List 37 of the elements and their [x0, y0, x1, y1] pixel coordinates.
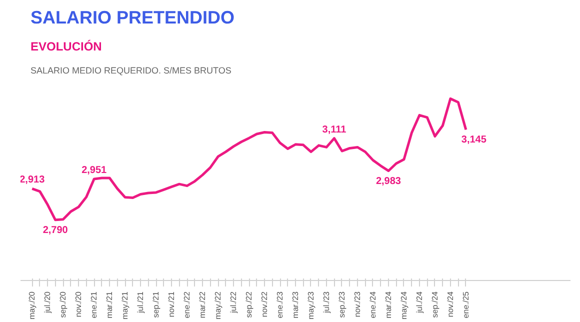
x-tick-label: ene./22: [182, 290, 192, 318]
x-tick-label: nov./23: [352, 290, 362, 318]
x-tick-label: sep./22: [244, 290, 254, 318]
x-tick-label: jul./21: [136, 290, 146, 314]
x-tick-label: jul./24: [414, 290, 424, 314]
x-tick-label: may./22: [214, 290, 223, 320]
x-tick-label: may./20: [28, 290, 37, 320]
x-tick-label: ene./21: [90, 290, 99, 318]
data-label: 2,983: [376, 176, 402, 187]
x-tick-label: nov./21: [167, 290, 176, 318]
x-tick-label: nov./24: [446, 290, 455, 318]
x-tick-label: ene./23: [276, 290, 285, 318]
x-tick-label: sep./23: [337, 290, 346, 318]
x-tick-label: ene./25: [461, 290, 470, 318]
x-tick-label: jul./23: [322, 290, 331, 314]
x-tick-label: jul./22: [229, 290, 238, 314]
x-tick-label: sep./21: [152, 290, 161, 318]
chart-subtitle: EVOLUCIÓN: [30, 40, 102, 54]
x-tick-label: ene./24: [368, 290, 378, 318]
x-tick-label: mar./23: [291, 290, 300, 318]
x-tick-label: may./21: [120, 290, 130, 320]
x-tick-label: nov./20: [74, 290, 84, 318]
data-label: 3,111: [322, 124, 347, 136]
x-tick-label: sep./24: [430, 290, 440, 318]
x-tick-label: nov./22: [260, 290, 270, 318]
x-tick-label: mar./21: [105, 290, 114, 318]
text: SALARIO MEDIO REQUERIDO. S/MES BRUTOS: [30, 66, 232, 76]
x-tick-label: mar./22: [198, 290, 208, 318]
x-tick-label: sep./20: [58, 290, 68, 318]
x-tick-label: may./23: [306, 290, 316, 320]
x-tick-label: mar./24: [384, 290, 393, 318]
chart-title: SALARIO PRETENDIDO: [30, 8, 235, 28]
x-tick-label: may./24: [399, 290, 408, 320]
x-tick-label: jul./20: [43, 290, 52, 314]
data-label: 2,951: [82, 164, 108, 176]
data-label: 3,145: [461, 134, 487, 146]
data-label: 2,790: [42, 224, 68, 236]
